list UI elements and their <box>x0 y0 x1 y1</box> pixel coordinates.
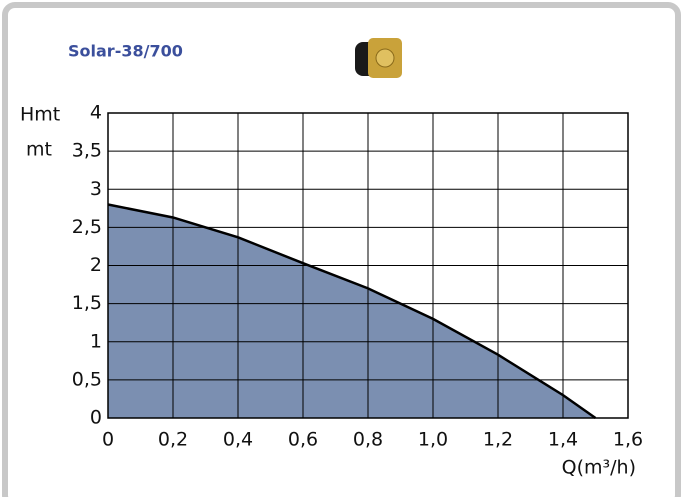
x-tick-label: 0 <box>102 429 114 451</box>
x-tick-label: 0,4 <box>223 429 253 451</box>
y-tick-label: 2,5 <box>72 216 102 238</box>
y-tick-label: 2 <box>90 254 102 276</box>
y-axis-label: Hmt <box>20 104 60 126</box>
x-tick-label: 1,0 <box>418 429 448 451</box>
x-axis-label: Q(m³/h) <box>562 457 636 479</box>
x-tick-label: 0,2 <box>158 429 188 451</box>
chart-title: Solar-38/700 <box>68 42 183 61</box>
y-tick-label: 0 <box>90 407 102 429</box>
pump-icon <box>355 38 402 78</box>
x-tick-label: 0,8 <box>353 429 383 451</box>
chart: Solar-38/700 0 0,5 1 1,5 2 2,5 3 3,5 4 0 0,2 0,4 0,6… <box>0 0 683 497</box>
x-tick-label: 1,6 <box>613 429 643 451</box>
y-axis-label: mt <box>26 139 52 161</box>
y-tick-label: 3,5 <box>72 140 102 162</box>
x-tick-label: 1,2 <box>483 429 513 451</box>
frame <box>5 5 678 497</box>
x-tick-label: 0,6 <box>288 429 318 451</box>
y-tick-label: 1,5 <box>72 292 102 314</box>
x-tick-label: 1,4 <box>548 429 578 451</box>
y-tick-label: 4 <box>90 102 102 124</box>
y-tick-label: 0,5 <box>72 368 102 390</box>
y-tick-label: 3 <box>90 178 102 200</box>
y-tick-label: 1 <box>90 330 102 352</box>
